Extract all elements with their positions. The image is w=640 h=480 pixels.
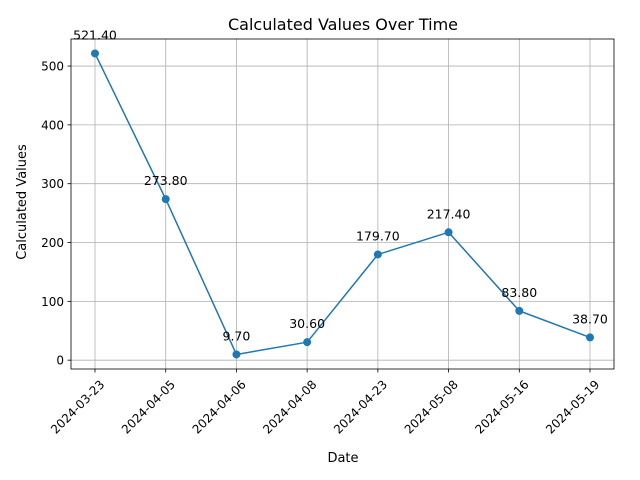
data-label: 521.40: [73, 27, 117, 42]
data-label: 179.70: [356, 228, 400, 243]
y-axis-label: Calculated Values: [15, 144, 30, 260]
y-tick-label: 400: [41, 118, 64, 132]
plot-frame: [70, 38, 615, 370]
data-label: 9.70: [223, 328, 251, 343]
data-point: [373, 250, 382, 259]
data-point: [303, 338, 312, 347]
data-label: 217.40: [427, 206, 471, 221]
data-label: 30.60: [289, 316, 325, 331]
series-line: [94, 53, 591, 356]
data-point: [444, 228, 453, 237]
data-point: [515, 306, 524, 315]
data-label: 273.80: [144, 173, 188, 188]
data-label: 83.80: [501, 285, 537, 300]
label-layer: 521.40 273.80 9.70 30.60 179.70 217.40 83.80 38…: [73, 27, 608, 343]
y-tick-label: 500: [41, 60, 64, 74]
data-point: [91, 49, 99, 58]
series-layer: [91, 49, 594, 359]
data-point: [586, 333, 594, 342]
data-point: [232, 350, 241, 359]
x-axis-label: Date: [327, 451, 358, 466]
data-point: [161, 195, 170, 204]
y-tick-label: 0: [56, 354, 64, 368]
chart-title: Calculated Values Over Time: [228, 15, 458, 34]
data-label: 38.70: [572, 311, 608, 326]
y-tick-label: 100: [41, 295, 64, 309]
y-tick-label: 300: [41, 177, 64, 191]
y-tick-label: 200: [41, 236, 64, 250]
